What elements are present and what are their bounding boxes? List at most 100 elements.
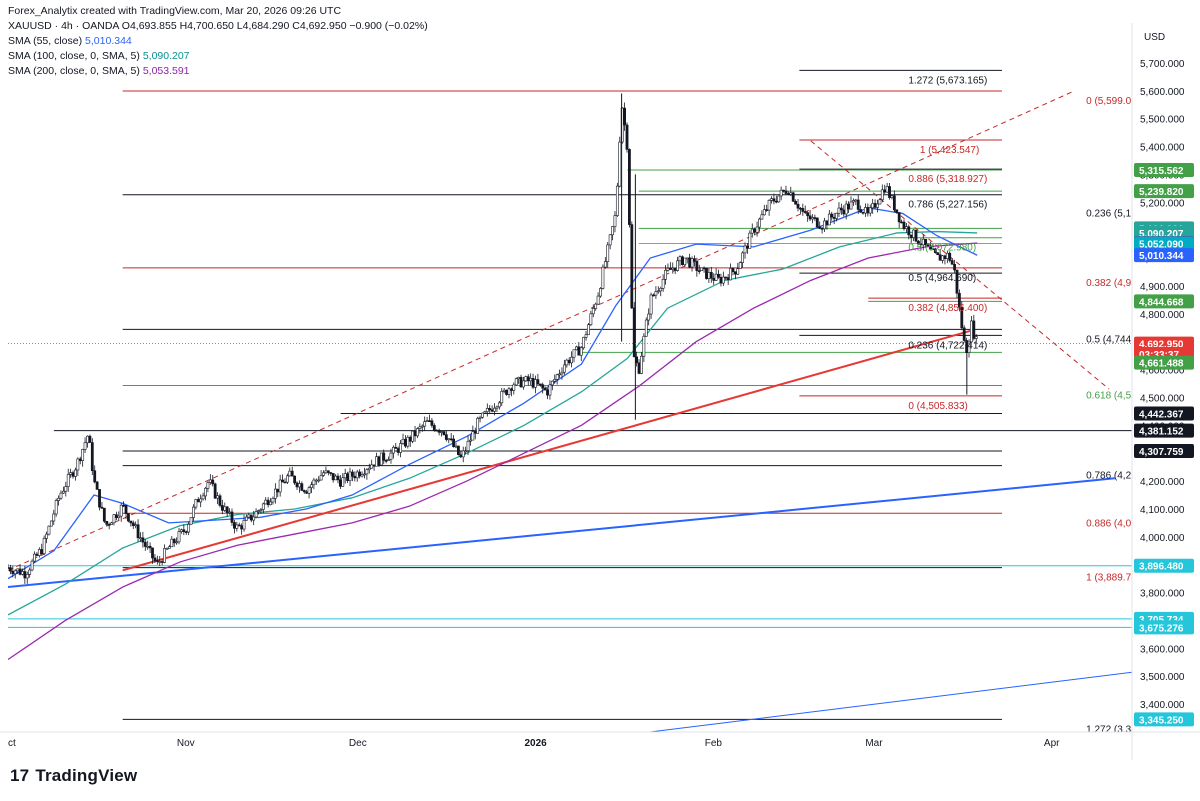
- candle-body-375: [909, 234, 913, 238]
- price-tick-19: 3,800.000: [1140, 589, 1185, 600]
- candle-body-368: [892, 195, 896, 211]
- tradingview-logo[interactable]: 17 TradingView: [10, 766, 137, 786]
- candle-body-401: [972, 320, 976, 339]
- candle-body-19: [52, 513, 56, 522]
- candle-body-292: [709, 272, 713, 279]
- candle-body-64: [160, 561, 164, 563]
- candle-body-118: [290, 470, 294, 477]
- time-tick-1: Nov: [177, 738, 195, 749]
- candle-body-80: [199, 498, 203, 503]
- candle-body-40: [102, 507, 106, 522]
- price-badge-bg-10: [1134, 355, 1194, 370]
- candle-body-282: [685, 257, 689, 260]
- candle-body-239: [582, 337, 586, 349]
- candle-body-217: [529, 377, 533, 382]
- fib-label-0: 1.272 (5,673.165): [908, 75, 987, 86]
- candle-body-391: [948, 252, 952, 261]
- price-badge-10: 4,661.488: [1139, 359, 1184, 370]
- candle-body-312: [758, 218, 761, 228]
- candle-body-116: [285, 475, 289, 483]
- price-badge-bg-6: [1134, 248, 1194, 263]
- candle-body-94: [233, 522, 236, 529]
- legend-sma200[interactable]: SMA (200, close, 0, SMA, 5) 5,053.591: [8, 64, 428, 79]
- candle-body-15: [42, 538, 46, 554]
- candle-body-86: [213, 483, 217, 499]
- fib-label-17: 1.272 (3,345.250): [1086, 724, 1165, 735]
- candle-body-305: [741, 252, 745, 263]
- candle-body-321: [779, 189, 783, 197]
- candle-body-377: [914, 229, 918, 242]
- candle-body-100: [247, 514, 251, 518]
- candle-body-351: [852, 200, 855, 203]
- fib-label-5: 0.236 (5,195.607): [1086, 209, 1165, 220]
- candle-body-123: [302, 490, 306, 493]
- candle-body-134: [329, 472, 333, 474]
- price-tick-21: 3,600.000: [1140, 644, 1185, 655]
- candle-body-354: [859, 209, 863, 213]
- candle-body-276: [671, 267, 675, 270]
- candle-body-3: [13, 570, 17, 575]
- candle-body-34: [88, 435, 92, 443]
- candle-body-346: [839, 207, 843, 211]
- candle-body-337: [818, 226, 822, 229]
- candle-body-96: [237, 524, 241, 527]
- candle-body-91: [225, 506, 229, 513]
- price-tick-16: 4,100.000: [1140, 505, 1185, 516]
- candle-body-309: [750, 228, 754, 234]
- candle-body-335: [813, 217, 817, 219]
- price-badge-3: 5,090.207: [1139, 229, 1184, 240]
- candle-body-77: [192, 506, 195, 518]
- candle-body-329: [799, 207, 802, 210]
- candle-body-317: [770, 198, 773, 201]
- candle-body-154: [377, 456, 381, 466]
- candle-body-343: [832, 216, 836, 219]
- candle-body-140: [343, 473, 347, 479]
- candle-body-112: [276, 488, 280, 493]
- candle-body-59: [148, 545, 152, 549]
- candle-body-348: [844, 203, 848, 215]
- candle-body-228: [555, 374, 559, 380]
- candle-body-25: [66, 474, 70, 487]
- candle-body-243: [591, 308, 595, 315]
- candle-body-18: [49, 520, 53, 527]
- candle-body-24: [64, 486, 68, 492]
- candle-body-396: [960, 306, 964, 329]
- symbol-ohlc-line[interactable]: XAUUSD · 4h · OANDA O4,693.855 H4,700.65…: [8, 20, 428, 32]
- price-tick-8: 4,900.000: [1140, 282, 1185, 293]
- fib-label-12: 0.618 (4,542.654): [1086, 391, 1165, 402]
- candle-body-311: [755, 226, 759, 233]
- candle-body-51: [129, 520, 133, 524]
- legend-sma100[interactable]: SMA (100, close, 0, SMA, 5) 5,090.207: [8, 49, 428, 64]
- candle-body-141: [346, 473, 350, 482]
- trendline-long: [8, 477, 1115, 589]
- price-badge-9: 03:33:37: [1139, 350, 1179, 361]
- candle-body-124: [305, 491, 309, 494]
- price-badge-bg-17: [1134, 712, 1194, 727]
- price-chart[interactable]: 1.272 (5,673.165) 0 (5,599.002) 1 (5,423.5…: [0, 0, 1200, 760]
- candle-body-227: [553, 379, 557, 382]
- legend-sma55[interactable]: SMA (55, close) 5,010.344: [8, 34, 428, 49]
- candle-body-85: [211, 479, 215, 485]
- candle-body-333: [808, 215, 812, 220]
- candle-body-242: [589, 313, 593, 326]
- candle-body-168: [411, 430, 415, 442]
- candle-body-42: [107, 524, 111, 526]
- candle-body-99: [245, 516, 248, 521]
- candle-body-166: [406, 436, 410, 447]
- time-tick-5: Mar: [865, 738, 883, 749]
- candle-body-371: [900, 221, 903, 224]
- candle-body-54: [136, 524, 140, 539]
- candle-body-36: [93, 470, 97, 483]
- candle-body-285: [693, 258, 696, 262]
- candle-body-49: [124, 505, 128, 514]
- candle-body-176: [430, 420, 434, 426]
- candle-body-182: [444, 434, 448, 440]
- candle-body-150: [367, 467, 371, 470]
- candle-body-174: [425, 420, 429, 422]
- candle-body-215: [524, 376, 528, 382]
- candle-body-324: [786, 193, 790, 195]
- candle-body-302: [733, 271, 737, 275]
- candle-body-251: [611, 226, 614, 236]
- price-badge-17: 3,345.250: [1139, 715, 1184, 726]
- fib-label-16: 1 (3,889.701): [1086, 573, 1146, 584]
